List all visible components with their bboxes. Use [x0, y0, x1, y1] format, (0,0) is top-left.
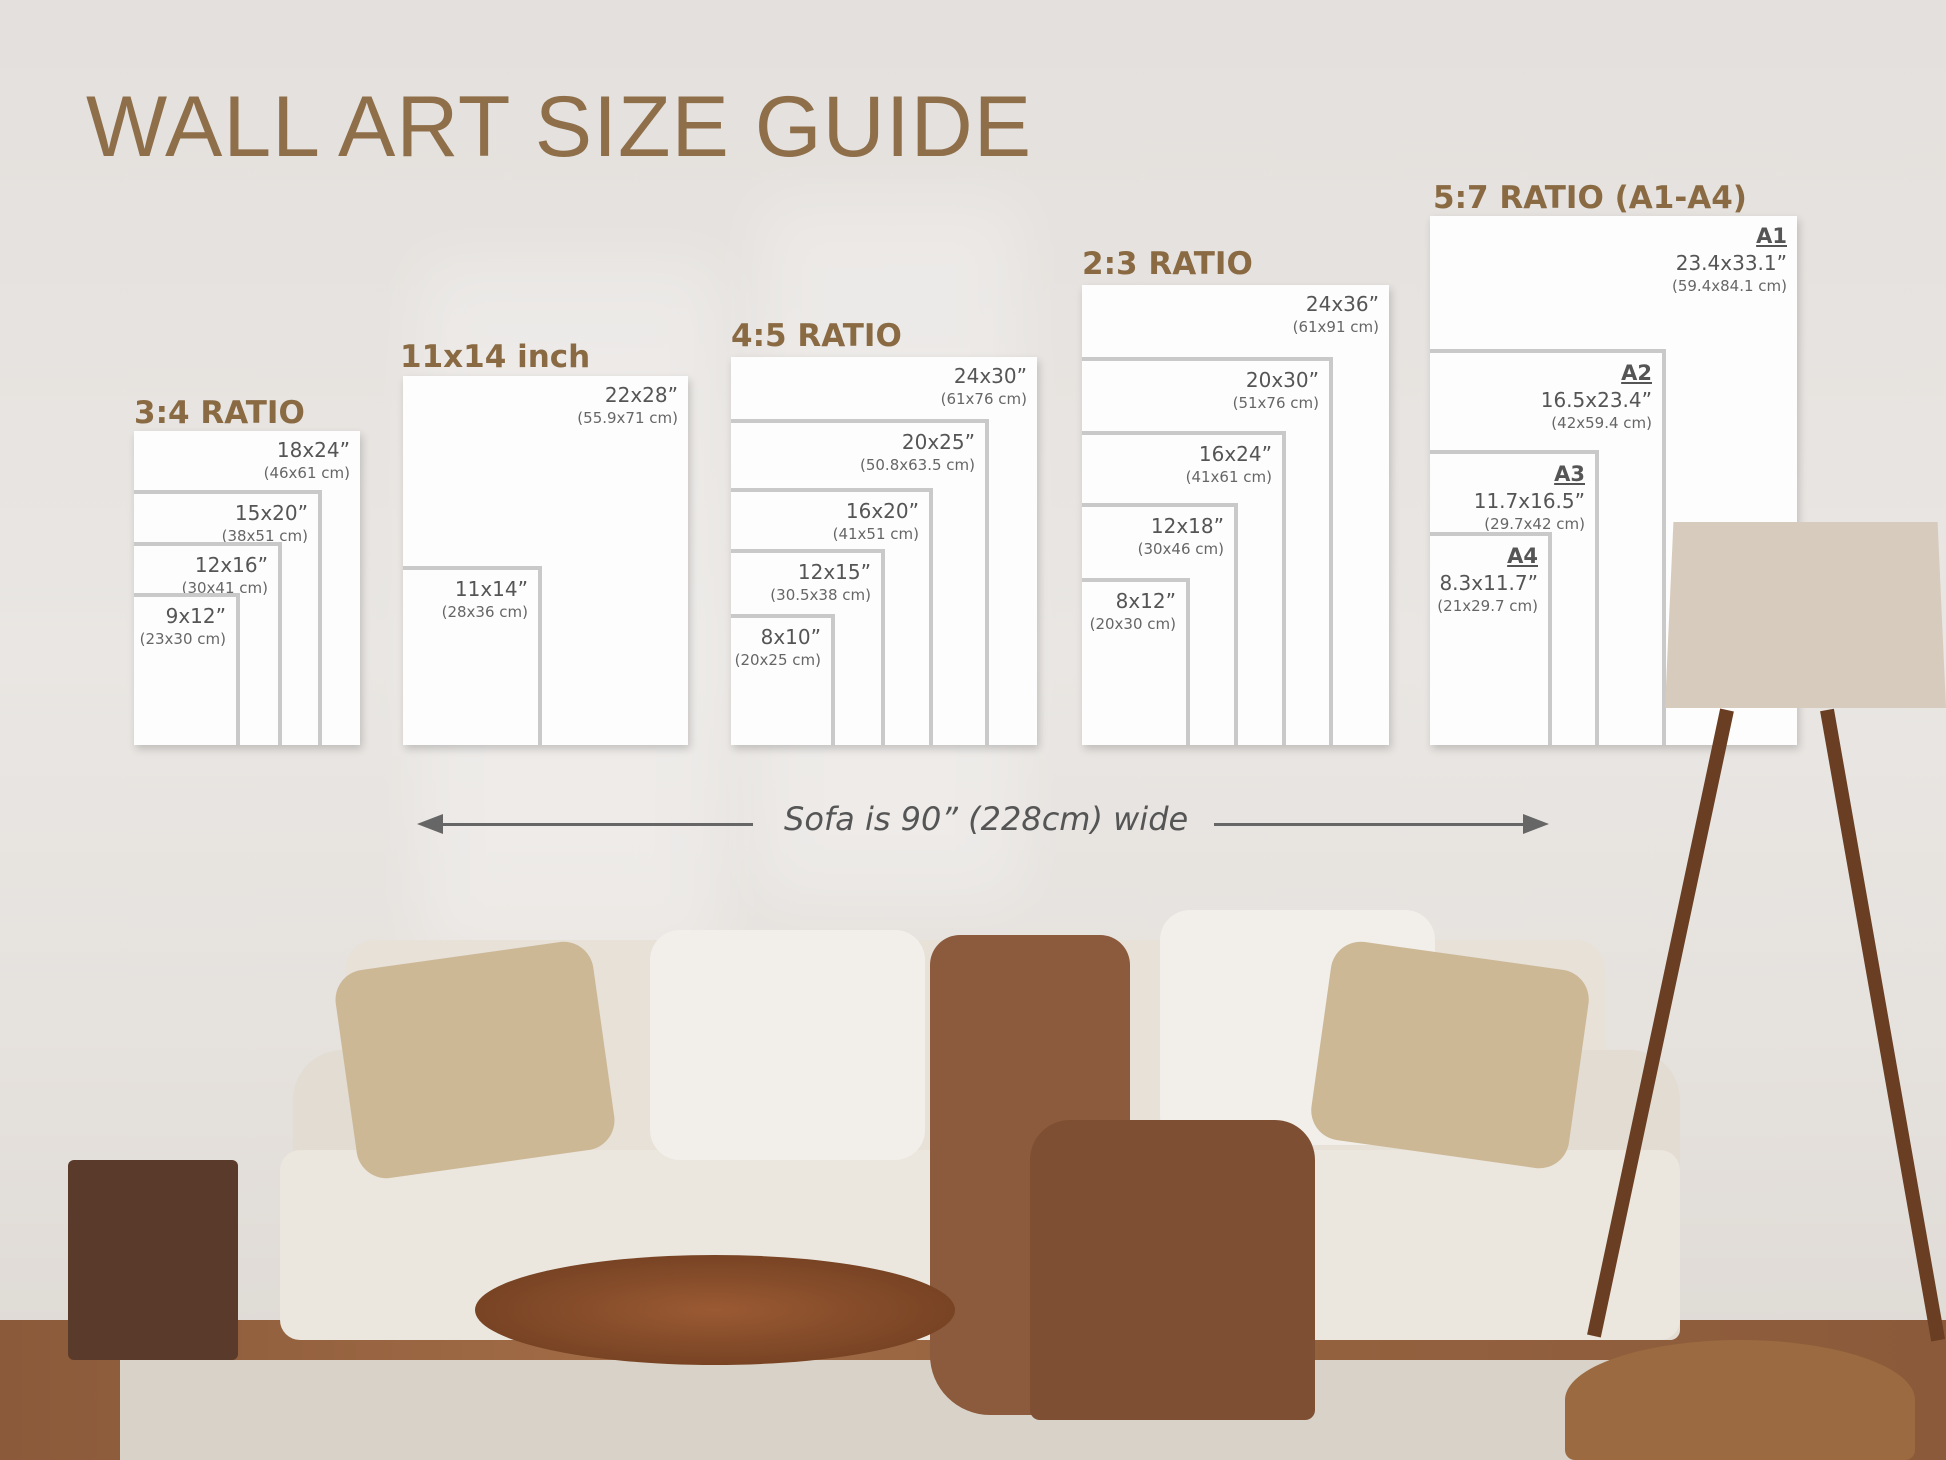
size-label: 9x12” (23x30 cm) [140, 603, 226, 649]
size-label: 12x16” (30x41 cm) [182, 552, 268, 598]
pouf [1565, 1340, 1915, 1460]
size-cm: (38x51 cm) [221, 527, 308, 545]
size-inches: 20x25” [901, 430, 975, 454]
size-label: A1 23.4x33.1” (59.4x84.1 cm) [1672, 222, 1787, 296]
size-outline: 11x14” (28x36 cm) [403, 566, 542, 745]
size-cm: (61x76 cm) [940, 390, 1027, 408]
size-panel: 22x28” (55.9x71 cm) 11x14” (28x36 cm) [403, 376, 688, 745]
paper-size-name: A1 [1756, 224, 1787, 248]
size-cm: (30x46 cm) [1137, 540, 1224, 558]
size-label: A2 16.5x23.4” (42x59.4 cm) [1541, 359, 1652, 433]
size-cm: (41x51 cm) [832, 525, 919, 543]
size-cm: (20x25 cm) [734, 651, 821, 669]
size-inches: 20x30” [1245, 368, 1319, 392]
size-inches: 22x28” [604, 383, 678, 407]
size-cm: (28x36 cm) [441, 603, 528, 621]
ratio-heading: 3:4 RATIO [134, 395, 305, 431]
size-label: 24x30” (61x76 cm) [941, 363, 1027, 409]
size-cm: (30.5x38 cm) [770, 586, 871, 604]
size-cm: (51x76 cm) [1232, 394, 1319, 412]
coffee-table [475, 1255, 955, 1365]
size-cm: (29.7x42 cm) [1484, 515, 1585, 533]
paper-size-name: A3 [1554, 462, 1585, 486]
size-inches: 24x36” [1305, 292, 1379, 316]
size-inches: 11.7x16.5” [1473, 489, 1585, 513]
size-inches: 16x20” [845, 499, 919, 523]
size-outline: 8x12” (20x30 cm) [1082, 578, 1190, 745]
size-label: 12x15” (30.5x38 cm) [770, 559, 871, 605]
pillow [331, 937, 619, 1183]
size-inches: 23.4x33.1” [1675, 251, 1787, 275]
size-cm: (61x91 cm) [1292, 318, 1379, 336]
size-inches: 16.5x23.4” [1540, 388, 1652, 412]
size-panel: 18x24” (46x61 cm) 15x20” (38x51 cm) 12x16” (3… [134, 431, 360, 745]
throw-blanket [1030, 1120, 1315, 1420]
ratio-heading: 5:7 RATIO (A1-A4) [1433, 180, 1747, 216]
pillow [650, 930, 925, 1160]
size-label: 12x18” (30x46 cm) [1138, 513, 1224, 559]
size-inches: 15x20” [234, 501, 308, 525]
size-cm: (46x61 cm) [263, 464, 350, 482]
size-panel: 24x30” (61x76 cm) 20x25” (50.8x63.5 cm) 16x2… [731, 357, 1037, 745]
size-inches: 8.3x11.7” [1439, 571, 1538, 595]
size-inches: 12x15” [797, 560, 871, 584]
page-title: WALL ART SIZE GUIDE [86, 79, 1033, 175]
sofa-width-note: Sofa is 90” (228cm) wide [784, 800, 1189, 838]
size-label: 16x24” (41x61 cm) [1186, 441, 1272, 487]
arrow-left-icon [417, 814, 443, 834]
size-label: 8x10” (20x25 cm) [735, 624, 821, 670]
size-cm: (30x41 cm) [181, 579, 268, 597]
size-inches: 12x16” [194, 553, 268, 577]
pillow [1307, 937, 1593, 1173]
size-cm: (23x30 cm) [139, 630, 226, 648]
size-inches: 8x12” [1115, 589, 1176, 613]
ratio-heading: 4:5 RATIO [731, 318, 902, 354]
lamp-leg [1820, 708, 1946, 1342]
size-cm: (55.9x71 cm) [577, 409, 678, 427]
paper-size-name: A4 [1507, 544, 1538, 568]
size-cm: (42x59.4 cm) [1551, 414, 1652, 432]
arrow-line-right [1214, 823, 1526, 826]
size-label: 16x20” (41x51 cm) [833, 498, 919, 544]
size-inches: 24x30” [953, 364, 1027, 388]
size-cm: (41x61 cm) [1185, 468, 1272, 486]
size-outline: 8x10” (20x25 cm) [731, 614, 835, 745]
ratio-heading: 2:3 RATIO [1082, 246, 1253, 282]
size-label: 22x28” (55.9x71 cm) [577, 382, 678, 428]
size-cm: (21x29.7 cm) [1437, 597, 1538, 615]
size-label: 20x30” (51x76 cm) [1233, 367, 1319, 413]
size-label: 11x14” (28x36 cm) [442, 576, 528, 622]
size-outline: 9x12” (23x30 cm) [134, 593, 240, 745]
ratio-heading: 11x14 inch [400, 339, 591, 375]
size-label: 8x12” (20x30 cm) [1090, 588, 1176, 634]
size-inches: 9x12” [165, 604, 226, 628]
size-inches: 8x10” [760, 625, 821, 649]
size-label: 24x36” (61x91 cm) [1293, 291, 1379, 337]
arrow-line-left [440, 823, 753, 826]
size-label: 15x20” (38x51 cm) [222, 500, 308, 546]
magazine-rack [68, 1160, 238, 1360]
size-panel: 24x36” (61x91 cm) 20x30” (51x76 cm) 16x24” (4… [1082, 285, 1389, 745]
size-label: A4 8.3x11.7” (21x29.7 cm) [1437, 542, 1538, 616]
size-label: 20x25” (50.8x63.5 cm) [860, 429, 975, 475]
size-inches: 18x24” [276, 438, 350, 462]
paper-size-name: A2 [1621, 361, 1652, 385]
size-inches: 12x18” [1150, 514, 1224, 538]
size-label: 18x24” (46x61 cm) [264, 437, 350, 483]
size-inches: 11x14” [454, 577, 528, 601]
size-cm: (20x30 cm) [1089, 615, 1176, 633]
size-cm: (50.8x63.5 cm) [859, 456, 975, 474]
arrow-right-icon [1523, 814, 1549, 834]
size-outline: A4 8.3x11.7” (21x29.7 cm) [1430, 532, 1552, 745]
size-label: A3 11.7x16.5” (29.7x42 cm) [1474, 460, 1585, 534]
size-cm: (59.4x84.1 cm) [1671, 277, 1787, 295]
size-inches: 16x24” [1198, 442, 1272, 466]
lamp-shade [1665, 522, 1946, 708]
